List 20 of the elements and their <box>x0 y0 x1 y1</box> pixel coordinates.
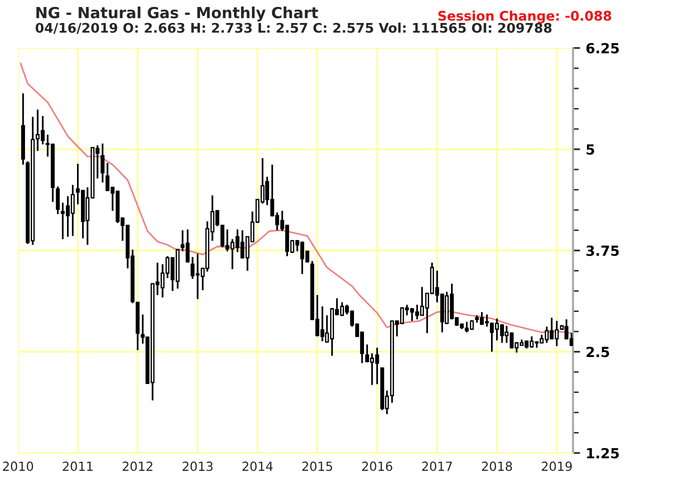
x-tick-label: 2019 <box>542 462 572 472</box>
x-tick-label: 2018 <box>482 462 512 472</box>
y-tick-label: 5 <box>586 144 594 155</box>
x-tick-label: 2013 <box>182 462 213 472</box>
x-tick-label: 2014 <box>242 462 273 472</box>
x-tick-label: 2016 <box>362 462 392 472</box>
candlestick <box>100 142 105 184</box>
x-tick-label: 2011 <box>62 462 93 472</box>
text: Session Change: -0.088 <box>438 10 612 24</box>
chart-subtitle: 04/16/2019 O: 2.663 H: 2.733 L: 2.57 C: 2.575 Vol: 111565 OI: 209788 <box>36 22 552 34</box>
y-tick-label: 3.75 <box>586 245 619 256</box>
x-tick-label: 2012 <box>122 462 152 472</box>
candlestick <box>56 186 60 215</box>
y-tick-label: 6.25 <box>586 42 619 54</box>
y-tick-label: 1.25 <box>587 448 619 458</box>
x-tick-label: 2015 <box>302 462 332 472</box>
chart-title: NG - Natural Gas - Monthly Chart <box>36 6 318 22</box>
x-tick-label: 2017 <box>422 462 452 472</box>
x-tick-label: 2010 <box>3 462 34 472</box>
y-tick-label: 2.5 <box>586 346 610 358</box>
